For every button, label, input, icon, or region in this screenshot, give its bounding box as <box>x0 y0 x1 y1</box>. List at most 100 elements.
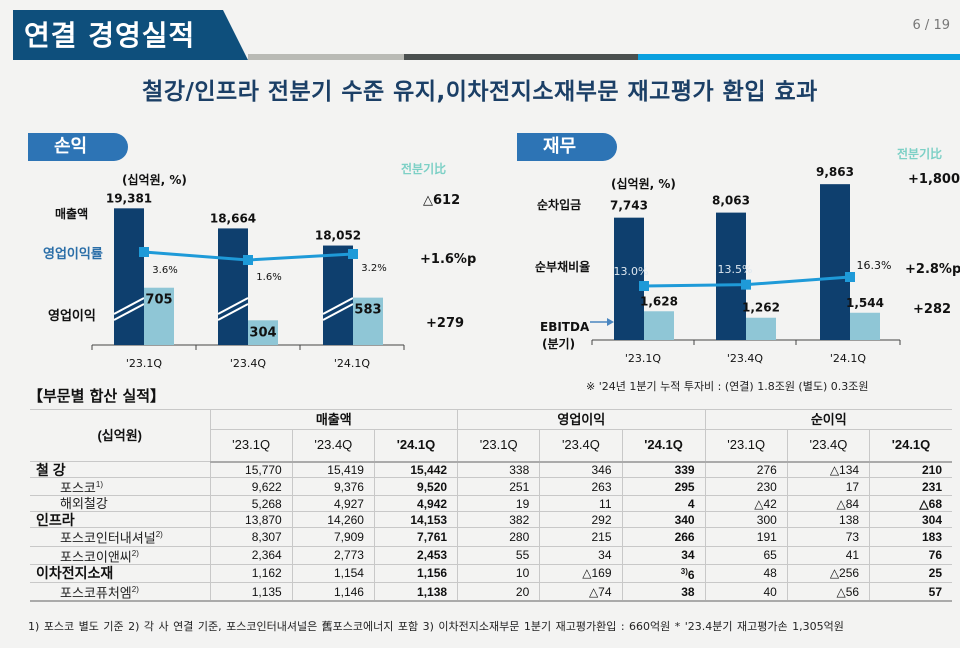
cell-value: 300 <box>756 512 777 527</box>
group-header: 매출액 <box>209 409 459 430</box>
table-cell: 276 <box>704 461 788 478</box>
x-tick-label: '24.1Q <box>334 357 371 370</box>
qoq-op-profit: +279 <box>426 316 465 331</box>
qoq-revenue: △612 <box>423 193 461 208</box>
x-tick-label: '23.1Q <box>625 352 662 365</box>
cell-value: 183 <box>921 529 942 544</box>
table-cell: △68 <box>869 495 952 513</box>
table-cell: 1,154 <box>291 563 375 583</box>
ebitda-bar <box>746 317 776 340</box>
revenue-data-label: 19,381 <box>106 191 152 205</box>
label-ebitda: EBITDA <box>540 320 590 334</box>
label-net-debt-ratio: 순부채비율 <box>535 260 591 274</box>
table-cell: 15,419 <box>291 461 375 478</box>
cell-value: 338 <box>509 462 530 477</box>
table-cell: 4,927 <box>291 495 375 513</box>
period-header: '23.1Q <box>210 429 293 463</box>
table-cell: △134 <box>786 461 871 478</box>
cell-value: 8,307 <box>251 529 282 544</box>
cell-value: 4,942 <box>417 496 448 511</box>
table-row: 포스코1) 9,622 9,376 9,520 251 263 295 230 17 231 <box>30 476 952 497</box>
net-debt-data-label: 8,063 <box>712 194 750 208</box>
revenue-bar <box>114 208 144 345</box>
cell-value: 57 <box>928 584 942 599</box>
cell-value: 17 <box>845 479 860 494</box>
cell-value: 251 <box>509 479 530 494</box>
segment-results-table: (십억원) 매출액 영업이익 순이익 '23.1Q '23.4Q '24.1Q '23… <box>30 409 952 603</box>
pl-unit: (십억원, %) <box>122 173 187 187</box>
cell-value: 48 <box>763 566 777 581</box>
table-row: 포스코인터내셔널2) 8,307 7,909 7,761 280 215 266 191 73 1… <box>30 527 952 547</box>
net-debt-data-label: 9,863 <box>816 165 854 179</box>
table-cell: 9,622 <box>209 476 293 497</box>
cell-value: 7,909 <box>333 529 364 544</box>
table-cell: 191 <box>704 527 788 547</box>
cell-value: △56 <box>836 584 860 599</box>
cell-value: 2,453 <box>417 548 448 563</box>
header-rule-light <box>248 54 404 60</box>
net-debt-ratio-marker <box>639 281 649 291</box>
table-cell: 295 <box>621 476 706 497</box>
segment-label: 포스코이앤씨 <box>60 548 132 564</box>
period-header: '23.4Q <box>786 429 871 463</box>
segment-label: 철 강 <box>36 461 66 478</box>
cell-value: 14,260 <box>327 512 364 527</box>
qoq-net-debt-ratio: +2.8%p <box>905 262 960 277</box>
table-cell: 65 <box>704 545 788 565</box>
cell-value: 382 <box>509 512 530 527</box>
revenue-bar <box>323 245 353 345</box>
cell-value: 2,364 <box>251 548 282 563</box>
table-cell: 15,770 <box>209 461 293 478</box>
op-profit-data-label: 705 <box>145 293 172 308</box>
cell-value: 5,268 <box>251 496 282 511</box>
cell-value: 263 <box>591 479 612 494</box>
table-cell: 292 <box>539 511 623 529</box>
table-cell: 339 <box>621 461 706 478</box>
table-cell: 340 <box>621 511 706 529</box>
table-cell: 210 <box>869 461 952 478</box>
table-cell: 48 <box>704 563 788 583</box>
cell-value: 6 <box>687 567 695 582</box>
title-banner <box>13 10 248 60</box>
table-cell: 280 <box>457 527 541 547</box>
op-profit-bar <box>144 287 174 345</box>
table-cell: 300 <box>704 511 788 529</box>
footnote-marker: 1) <box>95 480 104 489</box>
axis-break-mark <box>113 303 145 321</box>
segment-name: 포스코퓨처엠2) <box>30 581 211 603</box>
net-debt-bar <box>614 217 644 340</box>
cell-value: 210 <box>921 462 942 477</box>
revenue-data-label: 18,664 <box>210 211 256 225</box>
table-cell: 382 <box>457 511 541 529</box>
pl-chart: 19,381 705 3.6% 18,664 304 1.6% 18,052 583 3.2% '… <box>91 191 405 370</box>
cell-value: 1,156 <box>417 566 448 581</box>
table-row: 인프라 13,870 14,260 14,153 382 292 340 300 138 304 <box>30 511 952 529</box>
table-cell: △56 <box>786 581 871 603</box>
cell-value: 191 <box>756 529 777 544</box>
table-cell: 38 <box>621 581 706 603</box>
segment-label: 포스코 <box>60 480 96 496</box>
page-number: 6 / 19 <box>912 18 950 33</box>
footnote-marker: 2) <box>131 548 139 558</box>
footnote-marker: 3) <box>680 566 688 576</box>
table-cell: △84 <box>786 495 871 513</box>
cell-value: 1,146 <box>333 584 364 599</box>
net-debt-ratio-marker <box>845 272 855 282</box>
table-cell: 14,260 <box>291 511 375 529</box>
table-cell: 263 <box>539 476 623 497</box>
table-cell: 7,909 <box>291 527 375 547</box>
cell-value: 41 <box>845 548 860 563</box>
capex-note: ※ '24년 1분기 누적 투자비 : (연결) 1.8조원 (별도) 0.3조… <box>586 380 869 393</box>
cell-value: 1,135 <box>251 584 282 599</box>
footnote-marker: 2) <box>131 584 139 594</box>
segment-label: 포스코인터내셔널 <box>60 530 156 546</box>
group-header: 순이익 <box>704 409 952 430</box>
cell-value: △68 <box>919 496 942 511</box>
label-op-margin: 영업이익률 <box>43 247 103 262</box>
cell-value: 40 <box>763 584 777 599</box>
op-profit-data-label: 304 <box>249 325 276 340</box>
cell-value: 292 <box>591 512 612 527</box>
cell-value: 13,870 <box>245 512 282 527</box>
cell-value: 15,770 <box>245 462 282 477</box>
segment-name: 철 강 <box>30 461 211 478</box>
